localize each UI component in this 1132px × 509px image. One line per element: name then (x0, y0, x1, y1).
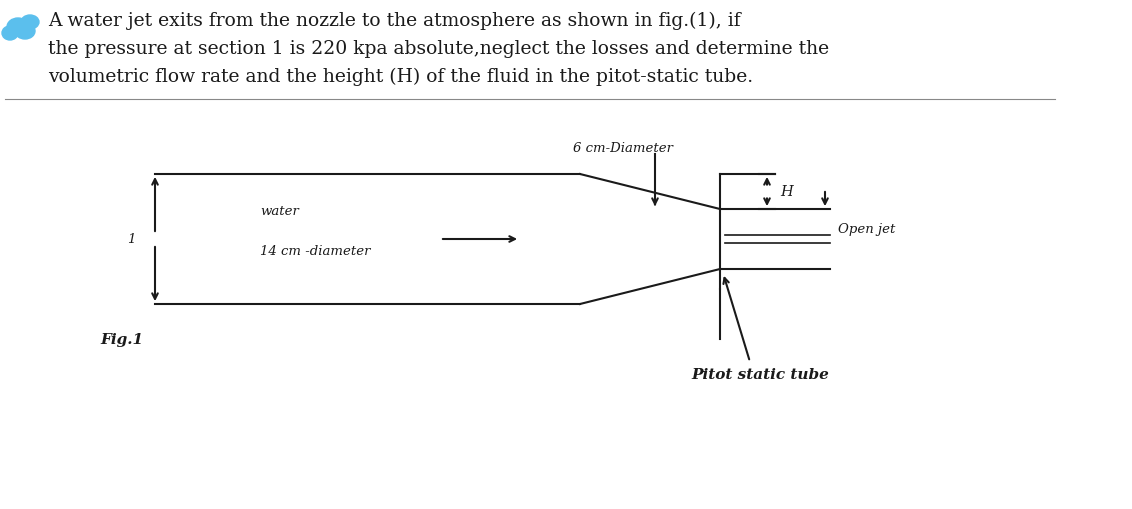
Text: H: H (780, 185, 792, 199)
Text: the pressure at section 1 is 220 kpa absolute,neglect the losses and determine t: the pressure at section 1 is 220 kpa abs… (48, 40, 829, 58)
Text: volumetric flow rate and the height (H) of the fluid in the pitot-static tube.: volumetric flow rate and the height (H) … (48, 68, 753, 86)
Ellipse shape (7, 19, 29, 37)
Text: 6 cm-Diameter: 6 cm-Diameter (573, 141, 674, 154)
Text: Open jet: Open jet (838, 223, 895, 236)
Text: Fig.1: Fig.1 (100, 332, 143, 346)
Ellipse shape (2, 27, 18, 41)
Text: 1: 1 (127, 233, 135, 246)
Text: A water jet exits from the nozzle to the atmosphere as shown in fig.(1), if: A water jet exits from the nozzle to the… (48, 12, 740, 30)
Text: Pitot static tube: Pitot static tube (691, 367, 829, 381)
Ellipse shape (15, 24, 35, 40)
Ellipse shape (22, 16, 38, 30)
Text: 14 cm -diameter: 14 cm -diameter (260, 244, 370, 258)
Text: water: water (260, 205, 299, 217)
